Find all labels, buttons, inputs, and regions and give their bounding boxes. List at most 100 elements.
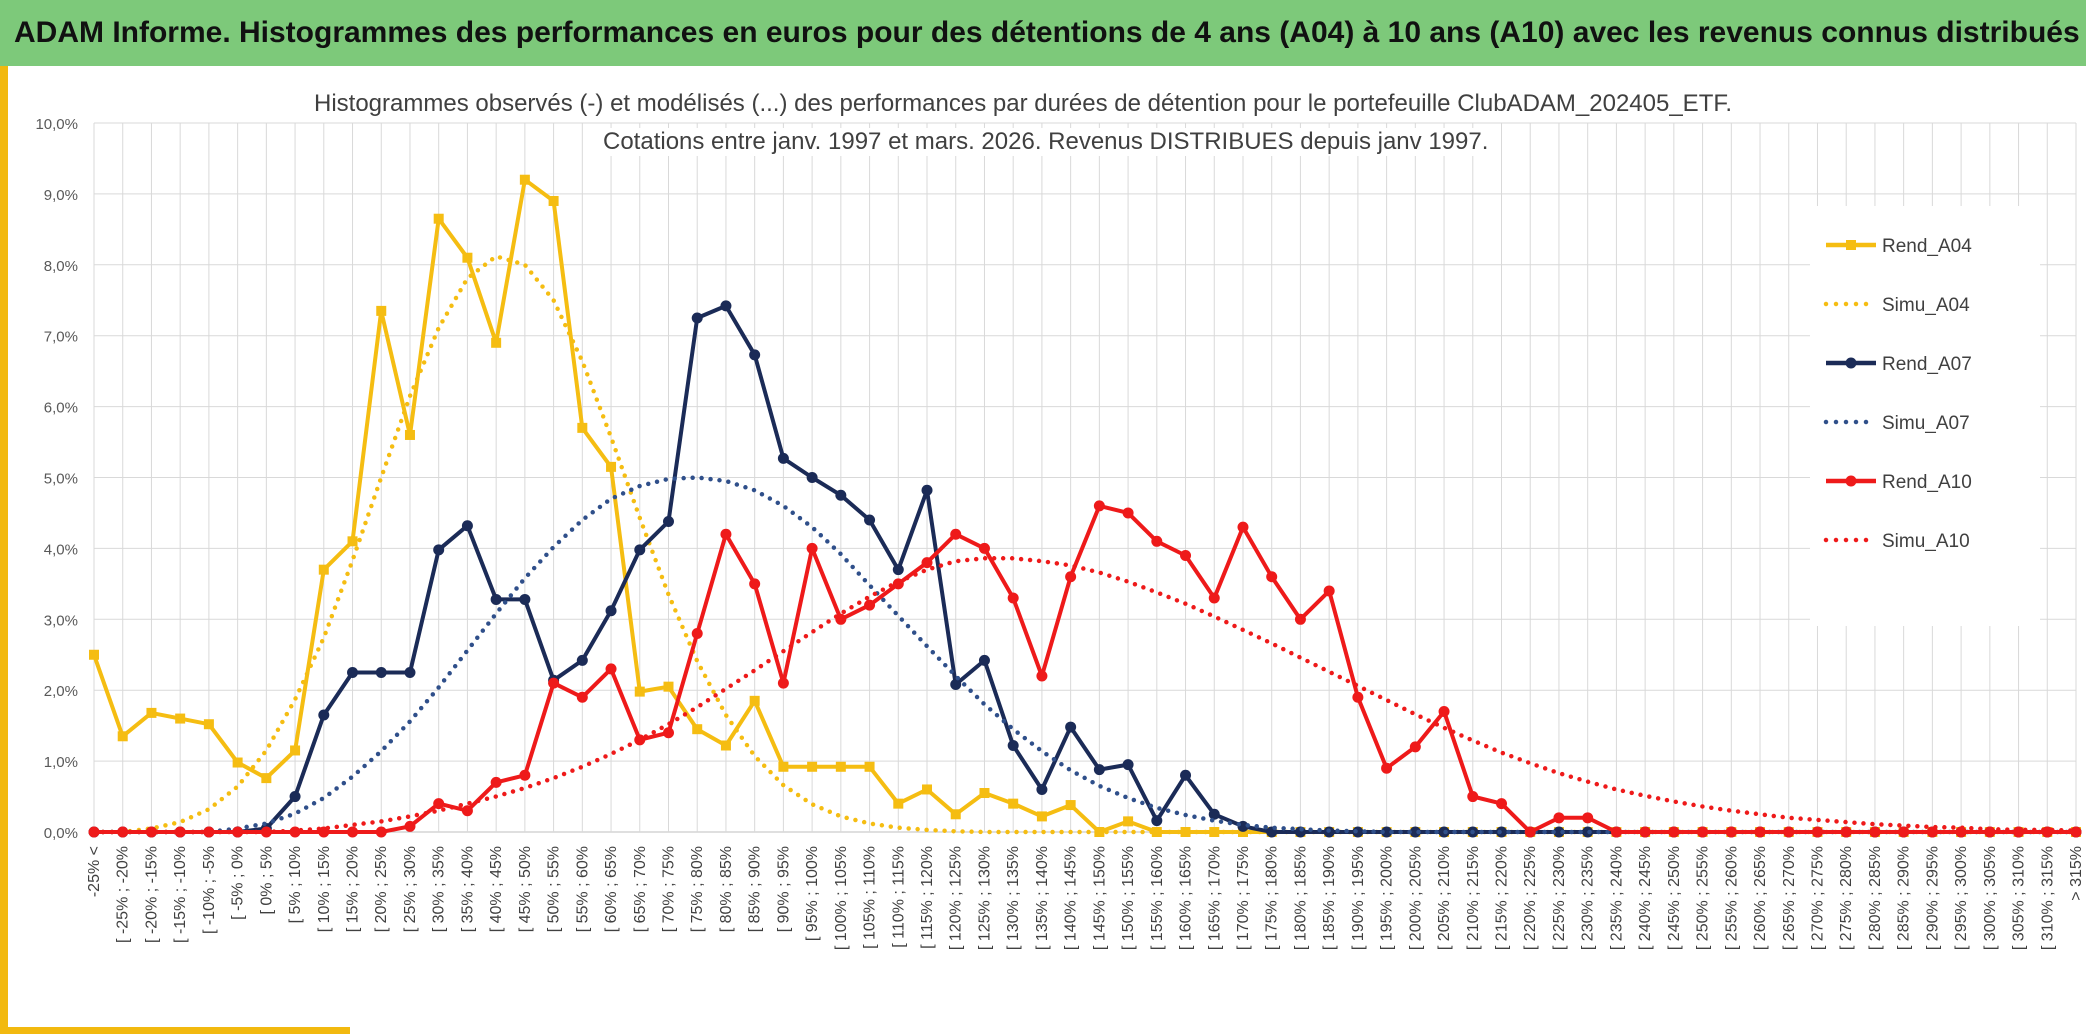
- data-point: [605, 605, 617, 617]
- data-point: [864, 514, 876, 526]
- data-point: [490, 593, 502, 605]
- data-point: [490, 776, 502, 788]
- data-point: [1323, 585, 1335, 597]
- data-point: [720, 528, 732, 540]
- x-tick-label: [ 245% ; 250%: [1666, 846, 1683, 950]
- x-tick-label: [ 150% ; 155%: [1120, 846, 1137, 950]
- x-tick-label: [ 0% ; 5%: [258, 846, 275, 914]
- data-point: [1151, 815, 1163, 827]
- legend-label-rend_a07: Rend_A07: [1882, 354, 1972, 375]
- data-point: [691, 312, 703, 324]
- data-point: [1237, 521, 1249, 533]
- data-point: [1697, 826, 1709, 838]
- x-tick-label: [ 55% ; 60%: [574, 846, 591, 932]
- x-tick-label: [ 130% ; 135%: [1005, 846, 1022, 950]
- data-point: [548, 195, 559, 206]
- data-point: [892, 564, 904, 576]
- y-tick-label: 2,0%: [44, 683, 78, 700]
- data-point: [1180, 769, 1192, 781]
- data-point: [1007, 740, 1019, 752]
- x-tick-label: [ 140% ; 145%: [1063, 846, 1080, 950]
- data-point: [1438, 705, 1450, 717]
- data-point: [1553, 812, 1565, 824]
- data-point: [1208, 592, 1220, 604]
- x-tick-label: [ 115% ; 120%: [919, 846, 936, 949]
- data-point: [175, 713, 186, 724]
- data-point: [576, 691, 588, 703]
- legend-box: [1810, 206, 2040, 626]
- data-point: [203, 719, 214, 730]
- legend-marker: [1846, 240, 1856, 250]
- data-point: [1065, 800, 1076, 811]
- data-point: [634, 544, 646, 556]
- data-point: [806, 542, 818, 554]
- data-point: [1496, 798, 1508, 810]
- x-tick-label: [ 170% ; 175%: [1235, 846, 1252, 950]
- data-point: [318, 709, 330, 721]
- data-point: [347, 826, 359, 838]
- y-axis-ticks: 0,0% 1,0% 2,0% 3,0% 4,0% 5,0% 6,0% 7,0% 8,0% 9,0%…: [35, 116, 78, 842]
- x-tick-label: [ 180% ; 185%: [1292, 846, 1309, 950]
- x-tick-label: [ 235% ; 240%: [1608, 846, 1625, 950]
- data-point: [807, 761, 818, 772]
- data-point: [461, 805, 473, 817]
- x-axis-ticks: -25% < [ -25% ; -20% [ -20% ; -15% [ -15% ;…: [86, 846, 2085, 950]
- data-point: [720, 740, 731, 751]
- data-point: [433, 544, 445, 556]
- page-title: ADAM Informe. Histogrammes des performan…: [14, 16, 2080, 49]
- legend-marker: [1845, 475, 1857, 487]
- data-point: [261, 773, 272, 784]
- data-point: [1294, 613, 1306, 625]
- data-point: [950, 528, 962, 540]
- x-tick-label: [ 285% ; 290%: [1896, 846, 1913, 950]
- x-tick-label: [ 190% ; 195%: [1350, 846, 1367, 950]
- data-point: [232, 757, 243, 768]
- x-tick-label: [ 215% ; 220%: [1494, 846, 1511, 950]
- x-tick-label: [ 25% ; 30%: [402, 846, 419, 932]
- data-point: [1409, 741, 1421, 753]
- chart-subtitle: Cotations entre janv. 1997 et mars. 2026…: [599, 128, 1493, 156]
- data-point: [1668, 826, 1680, 838]
- x-tick-label: [ 30% ; 35%: [431, 846, 448, 932]
- data-point: [1553, 826, 1565, 838]
- x-tick-label: [ 155% ; 160%: [1149, 846, 1166, 950]
- x-tick-label: [ 10% ; 15%: [316, 846, 333, 932]
- x-tick-label: [ 60% ; 65%: [603, 846, 620, 932]
- x-tick-label: [ 160% ; 165%: [1178, 846, 1195, 950]
- y-tick-label: 8,0%: [44, 258, 78, 275]
- data-point: [835, 489, 847, 501]
- data-point: [519, 769, 531, 781]
- data-point: [778, 761, 789, 772]
- data-point: [433, 213, 444, 224]
- data-point: [375, 826, 387, 838]
- x-tick-label: [ 290% ; 295%: [1924, 846, 1941, 950]
- data-point: [749, 695, 760, 706]
- data-point: [1036, 783, 1048, 795]
- chart-grid: [93, 122, 2077, 833]
- x-tick-label: [ 205% ; 210%: [1436, 846, 1453, 950]
- data-point: [1639, 826, 1651, 838]
- x-tick-label: [ 65% ; 70%: [632, 846, 649, 932]
- x-tick-label: [ 220% ; 225%: [1522, 846, 1539, 950]
- frame-left-accent: [0, 66, 8, 1034]
- x-tick-label: [ -5% ; 0%: [230, 846, 247, 920]
- data-point: [1151, 827, 1162, 837]
- legend-label-simu_a10: Simu_A10: [1882, 531, 1970, 552]
- data-point: [720, 300, 732, 312]
- data-point: [519, 174, 530, 185]
- x-tick-label: [ 120% ; 125%: [948, 846, 965, 950]
- data-point: [1036, 670, 1048, 682]
- x-tick-label: [ 95% ; 100%: [804, 846, 821, 941]
- header-banner: ADAM Informe. Histogrammes des performan…: [0, 0, 2086, 66]
- data-point: [1610, 826, 1622, 838]
- legend-label-rend_a10: Rend_A10: [1882, 472, 1972, 493]
- data-point: [1036, 811, 1047, 822]
- x-tick-label: [ 50% ; 55%: [546, 846, 563, 932]
- y-tick-label: 1,0%: [44, 754, 78, 771]
- x-tick-label: [ 225% ; 230%: [1551, 846, 1568, 950]
- data-point: [1266, 571, 1278, 583]
- data-point: [922, 784, 933, 795]
- data-point: [1093, 764, 1105, 776]
- data-point: [491, 337, 502, 348]
- data-point: [950, 809, 961, 820]
